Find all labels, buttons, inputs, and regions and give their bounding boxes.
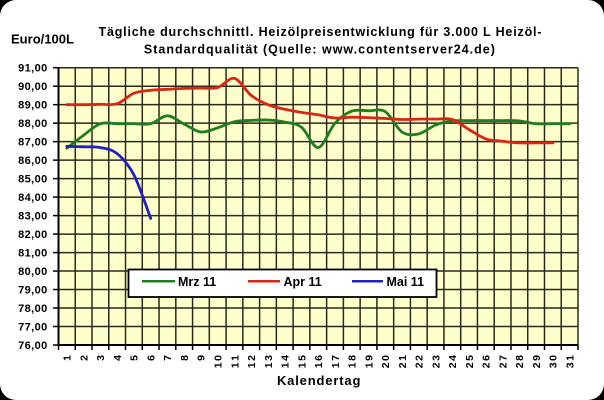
svg-text:4: 4 [112, 355, 124, 361]
svg-text:80,00: 80,00 [18, 266, 47, 278]
svg-text:85,00: 85,00 [18, 174, 47, 186]
svg-text:79,00: 79,00 [18, 284, 47, 296]
svg-text:28: 28 [514, 355, 526, 368]
svg-text:15: 15 [296, 355, 308, 368]
svg-text:5: 5 [129, 355, 141, 361]
svg-text:11: 11 [229, 355, 241, 368]
svg-text:14: 14 [280, 355, 292, 368]
svg-text:8: 8 [179, 355, 191, 361]
svg-text:77,00: 77,00 [18, 321, 47, 333]
svg-text:6: 6 [145, 355, 157, 361]
svg-text:10: 10 [213, 355, 225, 368]
svg-text:81,00: 81,00 [18, 247, 47, 259]
svg-text:19: 19 [363, 355, 375, 368]
svg-text:22: 22 [414, 355, 426, 368]
svg-text:13: 13 [263, 355, 275, 368]
svg-text:27: 27 [497, 355, 509, 368]
svg-text:9: 9 [196, 355, 208, 361]
svg-text:26: 26 [481, 355, 493, 368]
svg-text:86,00: 86,00 [18, 155, 47, 167]
svg-text:Tägliche durchschnittl. Heizöl: Tägliche durchschnittl. Heizölpreisentwi… [99, 25, 542, 39]
svg-text:18: 18 [347, 355, 359, 368]
svg-text:1: 1 [62, 355, 74, 361]
svg-text:Apr 11: Apr 11 [284, 275, 322, 289]
svg-text:12: 12 [246, 355, 258, 368]
svg-text:20: 20 [380, 355, 392, 368]
svg-text:2: 2 [78, 355, 90, 361]
svg-text:82,00: 82,00 [18, 229, 47, 241]
svg-text:89,00: 89,00 [18, 100, 47, 112]
svg-text:84,00: 84,00 [18, 192, 47, 204]
svg-text:23: 23 [430, 355, 442, 368]
svg-text:3: 3 [95, 355, 107, 361]
svg-text:Mai 11: Mai 11 [387, 275, 425, 289]
svg-text:Euro/100L: Euro/100L [11, 32, 74, 47]
svg-text:Standardqualität (Quelle: www.: Standardqualität (Quelle: www.contentser… [144, 42, 495, 56]
svg-text:76,00: 76,00 [18, 340, 47, 352]
svg-text:16: 16 [313, 355, 325, 368]
svg-text:Mrz 11: Mrz 11 [178, 275, 216, 289]
svg-text:30: 30 [548, 355, 560, 368]
svg-text:17: 17 [330, 355, 342, 368]
svg-text:24: 24 [447, 355, 459, 368]
svg-text:Kalendertag: Kalendertag [277, 373, 361, 388]
svg-text:25: 25 [464, 355, 476, 368]
svg-text:29: 29 [531, 355, 543, 368]
svg-text:88,00: 88,00 [18, 118, 47, 130]
svg-text:31: 31 [564, 355, 576, 368]
svg-text:21: 21 [397, 355, 409, 368]
svg-text:91,00: 91,00 [18, 63, 47, 75]
svg-text:7: 7 [162, 355, 174, 361]
svg-text:87,00: 87,00 [18, 137, 47, 149]
svg-text:90,00: 90,00 [18, 81, 47, 93]
svg-text:78,00: 78,00 [18, 303, 47, 315]
svg-text:83,00: 83,00 [18, 210, 47, 222]
